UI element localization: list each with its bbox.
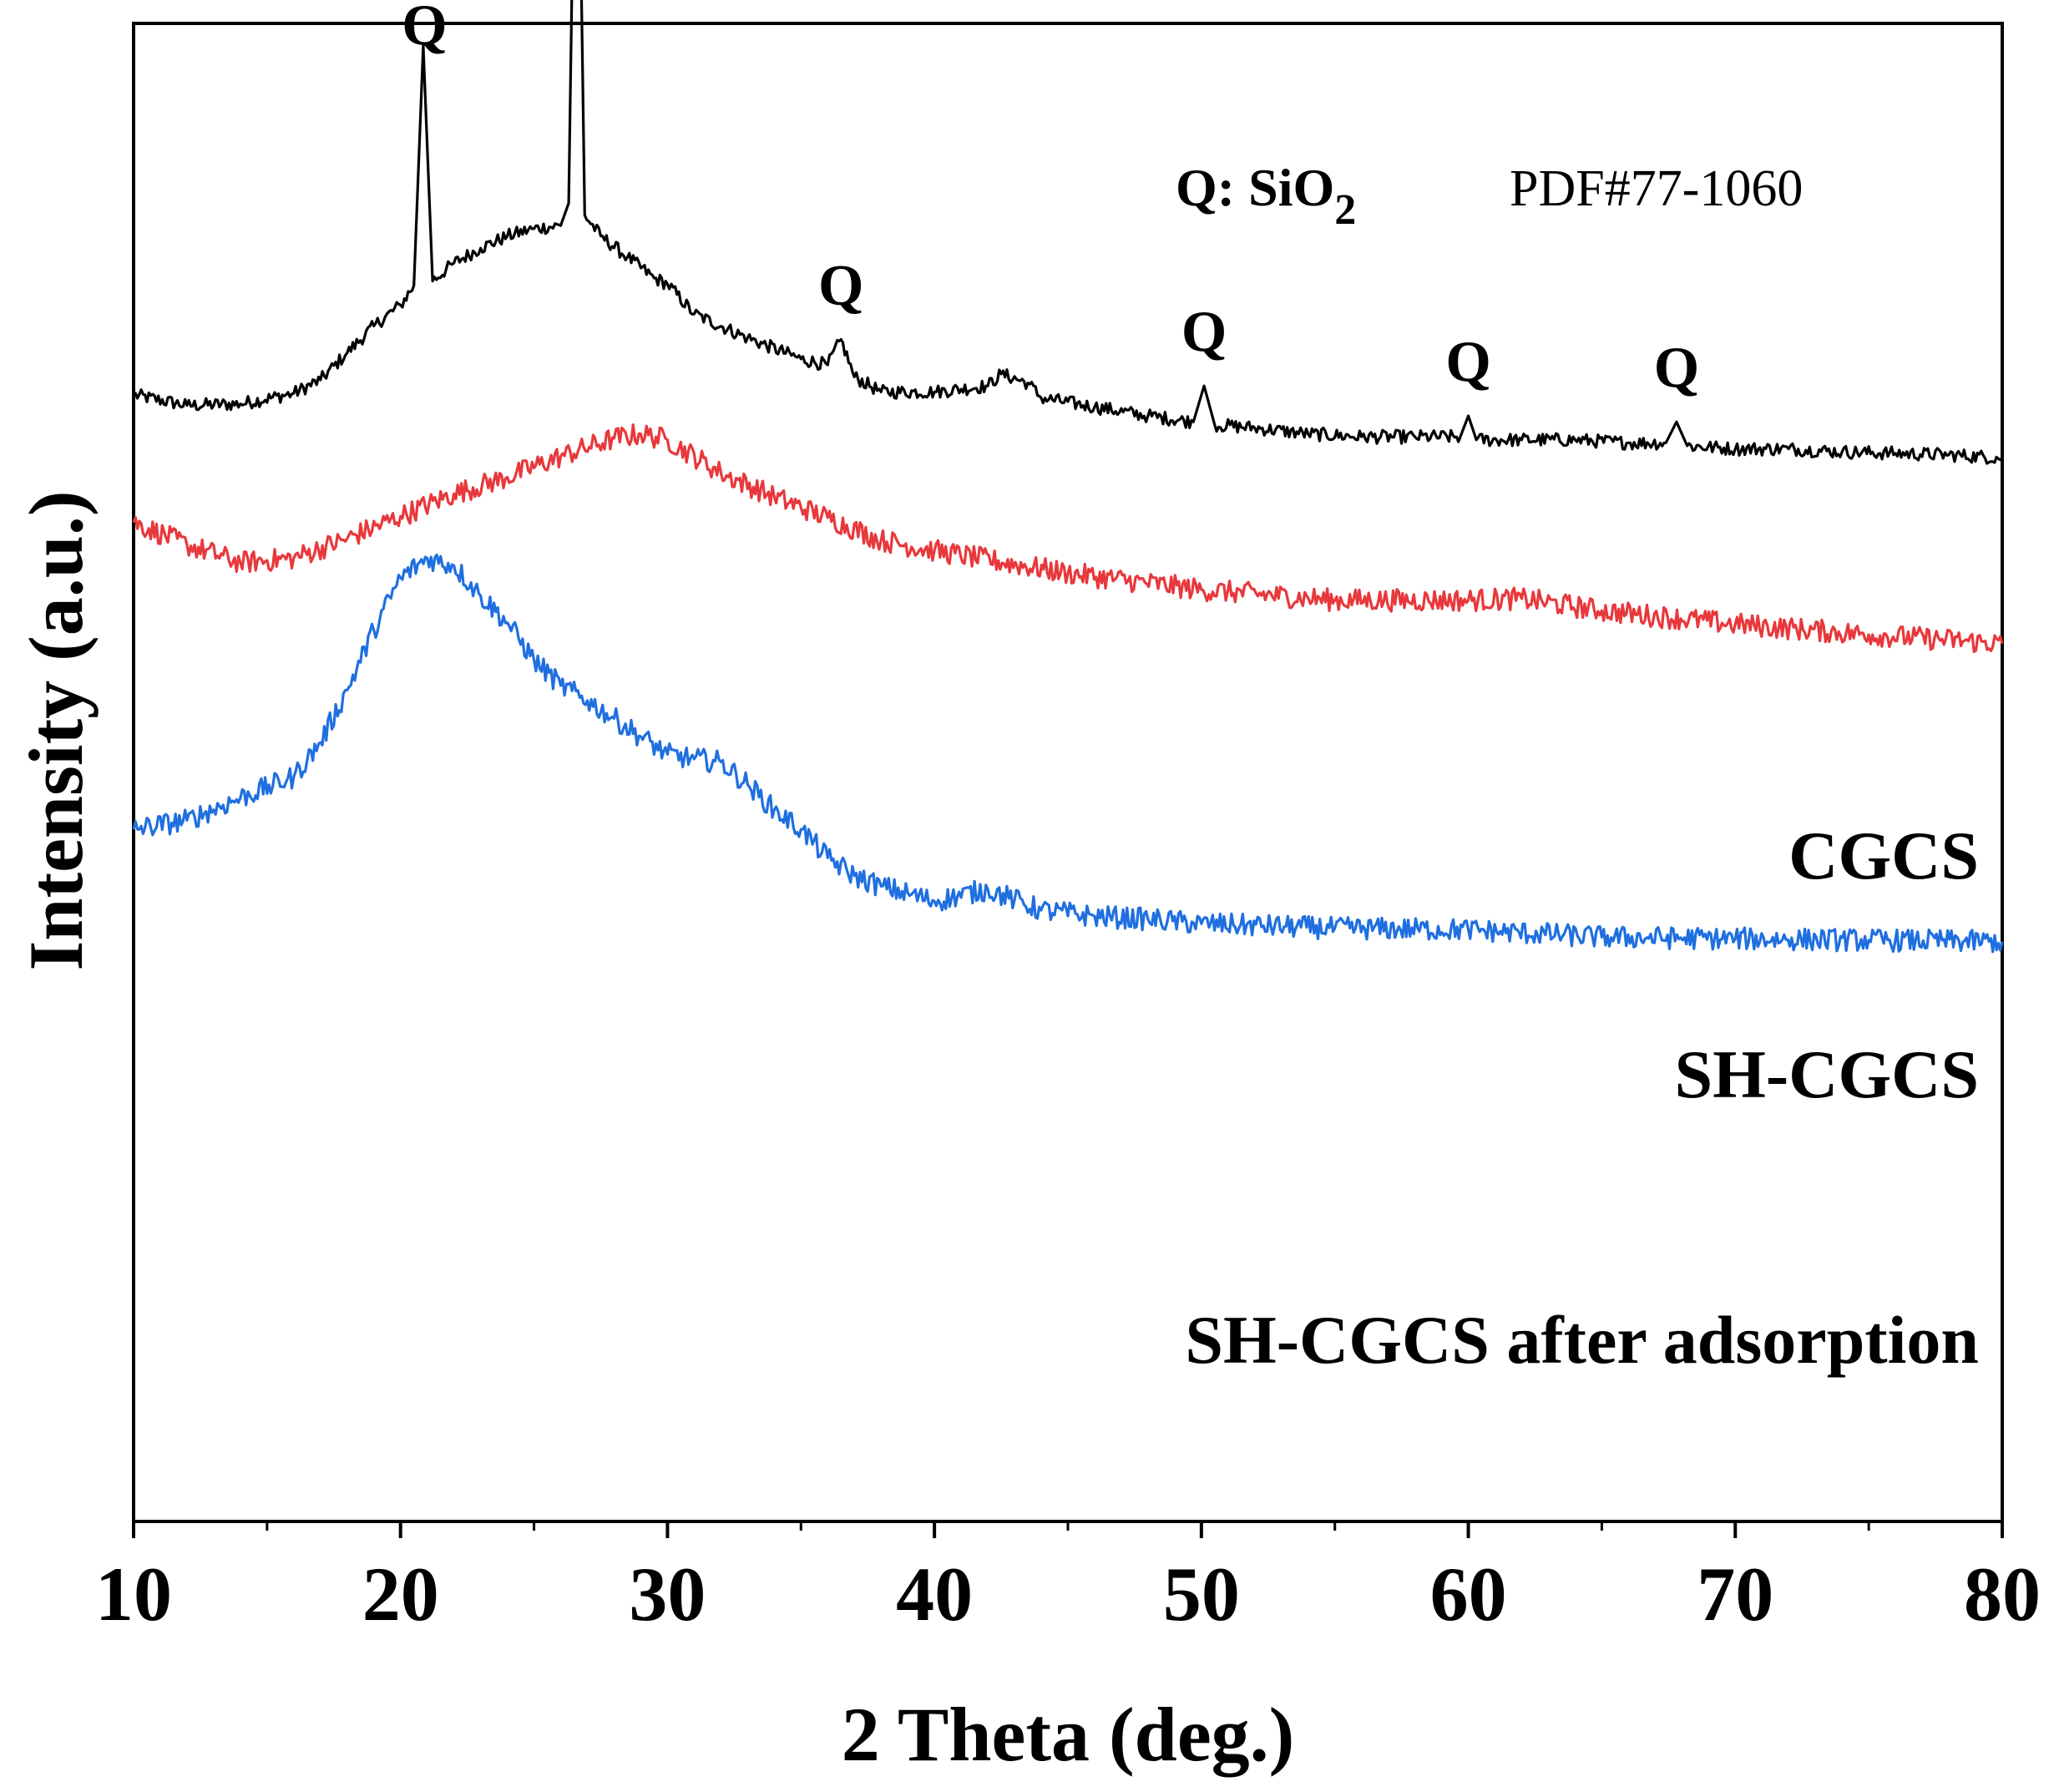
series-label-cgcs: CGCS [1788, 818, 1979, 893]
series-line-sh-cgcs [132, 423, 2004, 654]
x-axis-title: 2 Theta (deg.) [842, 1692, 1295, 1777]
plot-border [132, 22, 2004, 1523]
peak-labels: QQQQQQ [402, 0, 1699, 400]
x-tick-label: 60 [1430, 1552, 1507, 1637]
x-tick-label: 40 [896, 1552, 973, 1637]
x-tick-label: 70 [1697, 1552, 1773, 1637]
x-tick-label: 20 [362, 1552, 439, 1637]
peak-label-q: Q [1654, 336, 1699, 400]
x-tick-label: 10 [95, 1552, 172, 1637]
x-tick-label: 30 [629, 1552, 706, 1637]
peak-label-q: Q [402, 0, 447, 58]
series-label-sh-cgcs-after-adsorption: SH-CGCS after adsorption [1185, 1302, 1979, 1378]
legend-phase-subscript: 2 [1334, 186, 1356, 234]
series-layer [132, 0, 2004, 954]
peak-label-q: Q [1181, 300, 1227, 364]
x-tick-label: 50 [1163, 1552, 1240, 1637]
legend-pdf-number: PDF#77-1060 [1510, 160, 1803, 217]
peak-label-q: Q [1445, 330, 1490, 394]
legend-phase-text: Q: SiO [1176, 158, 1334, 217]
peak-label-q: Q [818, 254, 863, 318]
x-tick-label: 80 [1964, 1552, 2041, 1637]
legend-phase-label: Q: SiO2 [1176, 158, 1356, 234]
y-axis-title: Intensity (a.u.) [13, 490, 99, 970]
series-line-sh-cgcs-after-adsorption [132, 553, 2004, 954]
series-line-cgcs [132, 0, 2004, 465]
x-ticks: 10 20 30 40 50 60 70 80 [95, 1521, 2041, 1637]
plot-frame [132, 22, 2004, 1523]
series-label-sh-cgcs: SH-CGCS [1674, 1036, 1979, 1112]
